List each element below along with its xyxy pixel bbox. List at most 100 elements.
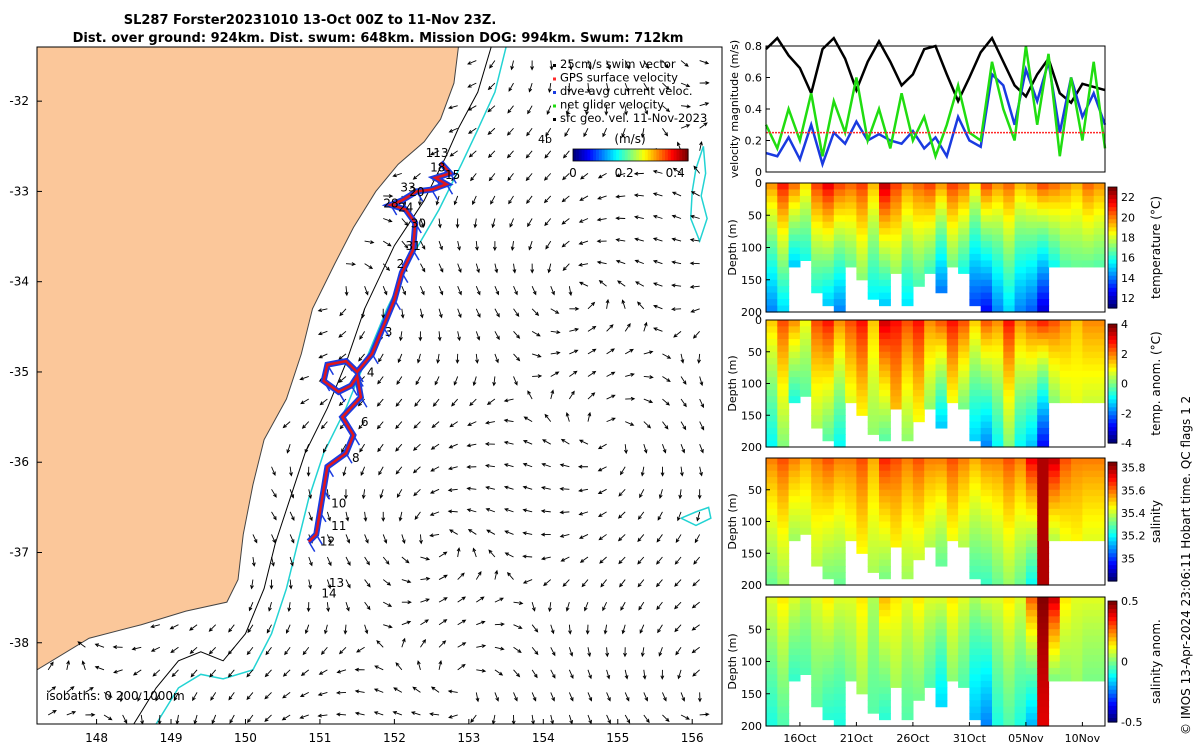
heatmap-cell (845, 189, 857, 197)
heatmap-cell (1025, 383, 1038, 391)
heatmap-cell (1048, 648, 1061, 656)
heatmap-cell (946, 597, 959, 605)
heatmap-cell (822, 655, 835, 663)
x-tick-label: 16Oct (783, 732, 817, 745)
heatmap-cell (901, 572, 914, 580)
heatmap-cell (935, 603, 948, 611)
heatmap-cell (799, 215, 812, 223)
heatmap-cell (822, 326, 835, 334)
heatmap-cell (777, 667, 790, 675)
heatmap-cell (912, 370, 925, 378)
arrow-icon (640, 466, 645, 477)
heatmap-cell (935, 396, 948, 404)
colorbar-swatch (1108, 391, 1117, 396)
heatmap-cell (879, 565, 891, 573)
heatmap-cell (969, 345, 982, 353)
heatmap-cell (845, 508, 857, 516)
arrow-icon (467, 60, 477, 65)
heatmap-cell (1071, 622, 1083, 630)
arrow-icon (550, 647, 556, 657)
heatmap-cell (980, 326, 993, 334)
heatmap-cell (1014, 496, 1027, 504)
heatmap-cell (867, 286, 880, 294)
heatmap-cell (1003, 434, 1016, 442)
heatmap-cell (1071, 370, 1083, 378)
arrow-icon (527, 218, 533, 228)
heatmap-cell (969, 527, 982, 535)
heatmap-cell (879, 273, 891, 281)
arrow-icon (449, 421, 458, 428)
heatmap-cell (890, 202, 903, 210)
arrow-icon (364, 240, 375, 244)
heatmap-cell (1014, 421, 1027, 429)
arrow-icon (494, 569, 499, 580)
heatmap-cell (1025, 565, 1038, 573)
heatmap-cell (1003, 680, 1016, 688)
heatmap-cell (901, 642, 914, 650)
arrow-icon (103, 692, 113, 698)
arrow-icon (140, 714, 145, 724)
colorbar-tick-label: 35.6 (1121, 484, 1146, 497)
colorbar-swatch (1108, 473, 1117, 479)
arrow-icon (457, 572, 465, 580)
heatmap-cell (845, 326, 857, 334)
arrow-icon (304, 444, 310, 454)
arrow-icon (503, 485, 514, 490)
arrow-icon (131, 646, 142, 651)
heatmap-cell (822, 421, 835, 429)
heatmap-cell (935, 515, 948, 523)
heatmap-cell (992, 470, 1004, 478)
heatmap-cell (901, 700, 914, 708)
heatmap-cell (969, 266, 982, 274)
heatmap-cell (766, 693, 778, 701)
heatmap-cell (833, 534, 846, 542)
heatmap-cell (1014, 320, 1027, 327)
heatmap-cell (845, 674, 857, 682)
arrow-icon (429, 511, 440, 516)
colorbar-tick-label: 0.4 (666, 166, 685, 180)
heatmap-cell (890, 247, 903, 255)
arrow-icon (447, 466, 458, 471)
heatmap-cell (766, 483, 778, 491)
arrow-icon (550, 371, 560, 377)
heatmap-cell (1082, 377, 1095, 385)
heatmap-cell (833, 408, 846, 416)
heatmap-cell (890, 496, 903, 504)
colorbar-swatch (1108, 239, 1117, 245)
heatmap-cell (935, 477, 948, 484)
heatmap-cell (1071, 470, 1083, 478)
y-tick-label: 150 (741, 688, 762, 701)
heatmap-cell (980, 648, 993, 656)
heatmap-cell (811, 489, 824, 497)
heatmap-cell (1059, 489, 1072, 497)
heatmap-cell (890, 655, 903, 663)
arrow-icon (606, 714, 611, 724)
heatmap-cell (766, 680, 778, 688)
heatmap-cell (822, 396, 835, 404)
heatmap-cell (1071, 502, 1083, 510)
arrow-icon (619, 579, 626, 588)
heatmap-cell (777, 253, 790, 261)
arrow-icon (472, 547, 477, 558)
colorbar-swatch (601, 149, 606, 161)
heatmap-cell (912, 408, 925, 416)
heatmap-cell (992, 215, 1004, 223)
heatmap-cell (766, 195, 778, 203)
colorbar-swatch (1108, 617, 1117, 622)
arrow-icon (358, 421, 365, 430)
heatmap-cell (992, 396, 1004, 404)
heatmap-cell (946, 667, 959, 675)
heatmap-cell (845, 496, 857, 504)
heatmap-cell (833, 351, 846, 359)
heatmap-cell (924, 208, 937, 216)
heatmap-cell (980, 320, 993, 327)
heatmap-cell (766, 546, 778, 554)
arrow-icon (251, 556, 256, 567)
heatmap-cell (992, 332, 1004, 340)
colorbar-frame (1107, 461, 1118, 582)
heatmap-cell (1048, 597, 1061, 605)
heatmap-cell (867, 320, 880, 327)
heatmap-cell (980, 464, 993, 472)
arrow-icon (652, 169, 663, 174)
